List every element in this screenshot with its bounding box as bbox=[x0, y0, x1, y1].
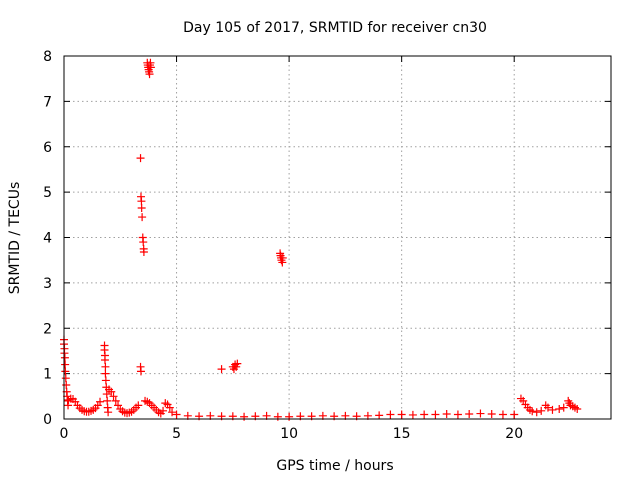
data-point bbox=[183, 411, 192, 420]
data-point bbox=[476, 409, 485, 418]
data-point bbox=[139, 248, 148, 257]
data-point bbox=[136, 367, 145, 376]
data-point bbox=[573, 405, 582, 414]
data-point bbox=[273, 412, 282, 421]
data-point bbox=[375, 411, 384, 420]
data-point bbox=[363, 411, 372, 420]
data-point bbox=[168, 408, 177, 417]
data-point bbox=[487, 410, 496, 419]
data-point bbox=[233, 359, 242, 368]
y-axis-label: SRMTID / TECUs bbox=[7, 182, 23, 295]
data-point bbox=[559, 403, 568, 412]
data-point bbox=[102, 390, 111, 399]
data-point bbox=[62, 380, 71, 389]
data-point bbox=[101, 362, 110, 371]
data-point bbox=[397, 410, 406, 419]
data-point bbox=[206, 411, 215, 420]
data-point bbox=[442, 410, 451, 419]
data-point bbox=[159, 406, 168, 415]
y-tick-label: 8 bbox=[43, 49, 52, 65]
x-tick-label: 5 bbox=[172, 426, 181, 442]
data-point bbox=[138, 213, 147, 222]
data-point bbox=[278, 253, 287, 262]
data-point bbox=[101, 369, 110, 378]
grid bbox=[64, 56, 611, 419]
data-point bbox=[285, 412, 294, 421]
data-point bbox=[543, 403, 552, 412]
y-tick-label: 7 bbox=[43, 94, 52, 110]
x-tick-label: 20 bbox=[505, 426, 523, 442]
data-point bbox=[510, 410, 519, 419]
data-point bbox=[386, 410, 395, 419]
data-point bbox=[139, 238, 148, 247]
data-point bbox=[109, 392, 118, 401]
data-point bbox=[134, 401, 143, 410]
data-point bbox=[145, 70, 154, 79]
data-point bbox=[408, 410, 417, 419]
data-point bbox=[537, 406, 546, 415]
data-point bbox=[136, 154, 145, 163]
y-tick-label: 2 bbox=[43, 321, 52, 337]
data-point bbox=[96, 397, 105, 406]
data-point bbox=[165, 403, 174, 412]
data-point bbox=[532, 408, 541, 417]
y-tick-label: 5 bbox=[43, 185, 52, 201]
data-point bbox=[528, 407, 537, 416]
data-point bbox=[61, 374, 70, 383]
data-point bbox=[453, 410, 462, 419]
data-point bbox=[111, 396, 120, 405]
data-point bbox=[60, 353, 69, 362]
data-point bbox=[103, 396, 112, 405]
data-point bbox=[146, 63, 155, 72]
data-point bbox=[341, 411, 350, 420]
data-point bbox=[104, 408, 113, 417]
plot-frame bbox=[63, 55, 612, 420]
data-point bbox=[465, 410, 474, 419]
data-point bbox=[240, 412, 249, 421]
y-tick-label: 1 bbox=[43, 367, 52, 383]
y-tick-label: 0 bbox=[43, 412, 52, 428]
data-point bbox=[107, 387, 116, 396]
data-point bbox=[217, 365, 226, 374]
data-point bbox=[101, 376, 110, 385]
data-point bbox=[555, 405, 564, 414]
x-axis-label: GPS time / hours bbox=[276, 458, 393, 474]
data-point bbox=[137, 204, 146, 213]
data-point bbox=[548, 405, 557, 414]
data-point bbox=[172, 410, 181, 419]
data-point bbox=[61, 367, 70, 376]
data-point bbox=[137, 197, 146, 206]
y-tick-label: 4 bbox=[43, 231, 52, 247]
x-tick-label: 10 bbox=[280, 426, 298, 442]
data-point bbox=[61, 360, 70, 369]
data-point bbox=[431, 410, 440, 419]
data-point bbox=[262, 411, 271, 420]
y-tick-label: 6 bbox=[43, 140, 52, 156]
data-point bbox=[318, 411, 327, 420]
data-point bbox=[498, 410, 507, 419]
x-tick-label: 0 bbox=[60, 426, 69, 442]
axis-ticks: 0 5 10 15 20 0 1 2 3 4 5 6 7 8 bbox=[43, 49, 611, 442]
data-point bbox=[100, 356, 109, 365]
x-tick-label: 15 bbox=[393, 426, 411, 442]
y-tick-label: 3 bbox=[43, 276, 52, 292]
data-points bbox=[60, 58, 582, 421]
data-point bbox=[420, 410, 429, 419]
chart-title: Day 105 of 2017, SRMTID for receiver cn3… bbox=[183, 20, 487, 36]
